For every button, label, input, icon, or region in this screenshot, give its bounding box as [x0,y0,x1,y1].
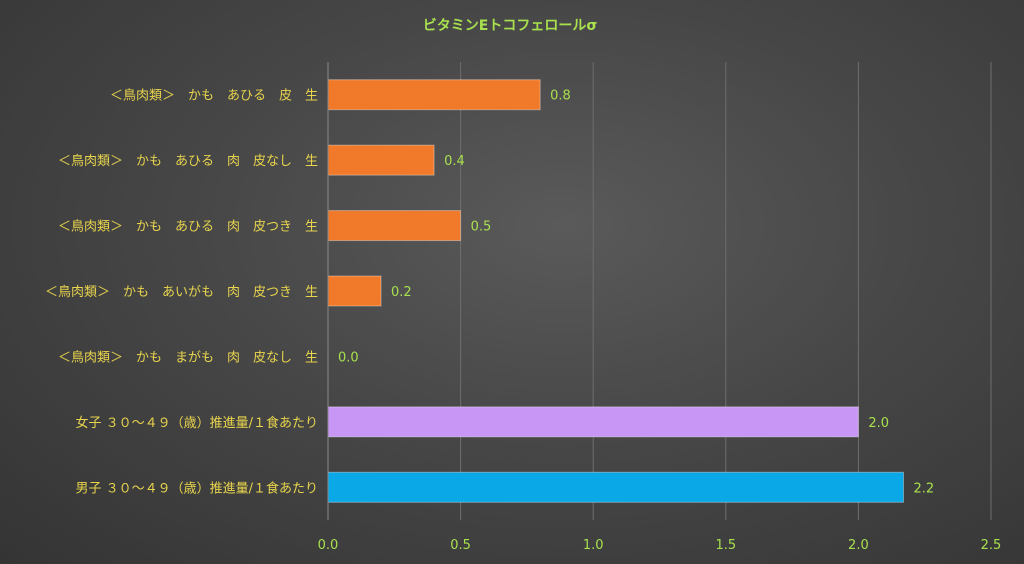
x-tick-label: 1.0 [583,538,604,553]
x-tick-labels: 0.0 0.5 1.0 1.5 2.0 2.5 [318,538,1002,553]
data-label: 0.4 [444,154,465,169]
category-label: 男子 ３０～４９（歳）推進量/１食あたり [75,480,318,496]
bars [327,79,904,503]
data-label: 2.2 [913,481,934,496]
data-label: 0.0 [338,350,359,365]
category-label: ＜鳥肉類＞ かも あひる 肉 皮なし 生 [58,154,318,169]
bar [327,406,859,438]
category-label: ＜鳥肉類＞ かも あいがも 肉 皮つき 生 [45,285,318,300]
data-label: 0.5 [471,220,492,235]
bar [327,471,904,503]
x-tick-label: 2.5 [981,538,1002,553]
x-tick-label: 1.5 [715,538,736,553]
bar [327,144,435,176]
category-label: ＜鳥肉類＞ かも あひる 肉 皮つき 生 [58,220,318,235]
bar [327,79,541,111]
bar [327,275,382,307]
x-tick-label: 0.5 [450,538,471,553]
data-label: 2.0 [868,416,889,431]
category-label: ＜鳥肉類＞ かも まがも 肉 皮なし 生 [58,350,318,365]
bar [327,210,462,242]
x-tick-label: 2.0 [848,538,869,553]
x-tick-label: 0.0 [318,538,339,553]
category-label: 女子 ３０～４９（歳）推進量/１食あたり [75,415,318,431]
data-label: 0.2 [391,285,412,300]
data-labels: 0.8 0.4 0.5 0.2 0.0 2.0 2.2 [338,89,934,497]
data-label: 0.8 [550,89,571,104]
category-labels: ＜鳥肉類＞ かも あひる 皮 生 ＜鳥肉類＞ かも あひる 肉 皮なし 生 ＜鳥肉類… [45,89,318,497]
category-label: ＜鳥肉類＞ かも あひる 皮 生 [110,89,318,104]
gridlines [460,62,992,520]
chart-title: ビタミンEトコフェロールσ [423,18,598,34]
